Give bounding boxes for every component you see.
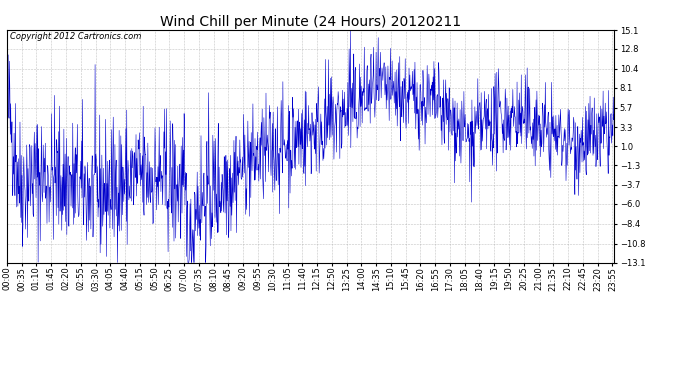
Text: Copyright 2012 Cartronics.com: Copyright 2012 Cartronics.com (10, 32, 141, 41)
Text: Wind Chill per Minute (24 Hours) 20120211: Wind Chill per Minute (24 Hours) 2012021… (160, 15, 461, 29)
